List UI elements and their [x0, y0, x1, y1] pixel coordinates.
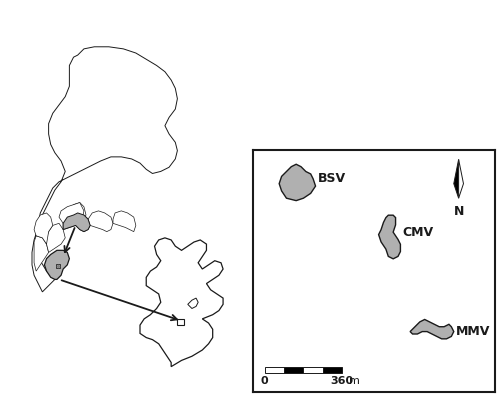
- Polygon shape: [32, 47, 178, 292]
- Polygon shape: [34, 236, 48, 271]
- Polygon shape: [410, 320, 454, 339]
- Polygon shape: [63, 213, 90, 231]
- Bar: [304, 367, 323, 373]
- Polygon shape: [458, 160, 464, 198]
- Bar: [284, 367, 304, 373]
- Bar: [264, 367, 284, 373]
- Polygon shape: [59, 202, 84, 225]
- Bar: [56, 264, 60, 268]
- Text: MMV: MMV: [456, 325, 490, 338]
- Text: CMV: CMV: [403, 225, 434, 239]
- Polygon shape: [454, 160, 458, 198]
- Polygon shape: [63, 213, 90, 231]
- Polygon shape: [188, 298, 198, 308]
- Polygon shape: [88, 211, 113, 231]
- Polygon shape: [68, 202, 86, 225]
- Text: BSV: BSV: [318, 172, 346, 185]
- Text: N: N: [454, 206, 464, 218]
- Polygon shape: [113, 211, 136, 231]
- Polygon shape: [44, 251, 70, 279]
- Polygon shape: [378, 215, 400, 259]
- Polygon shape: [46, 224, 65, 252]
- Polygon shape: [140, 238, 223, 367]
- Polygon shape: [34, 213, 53, 244]
- Bar: [178, 319, 184, 325]
- Text: m: m: [350, 376, 360, 386]
- Text: 360: 360: [330, 376, 354, 386]
- Text: 0: 0: [261, 376, 268, 386]
- Polygon shape: [279, 164, 316, 200]
- Bar: [323, 367, 342, 373]
